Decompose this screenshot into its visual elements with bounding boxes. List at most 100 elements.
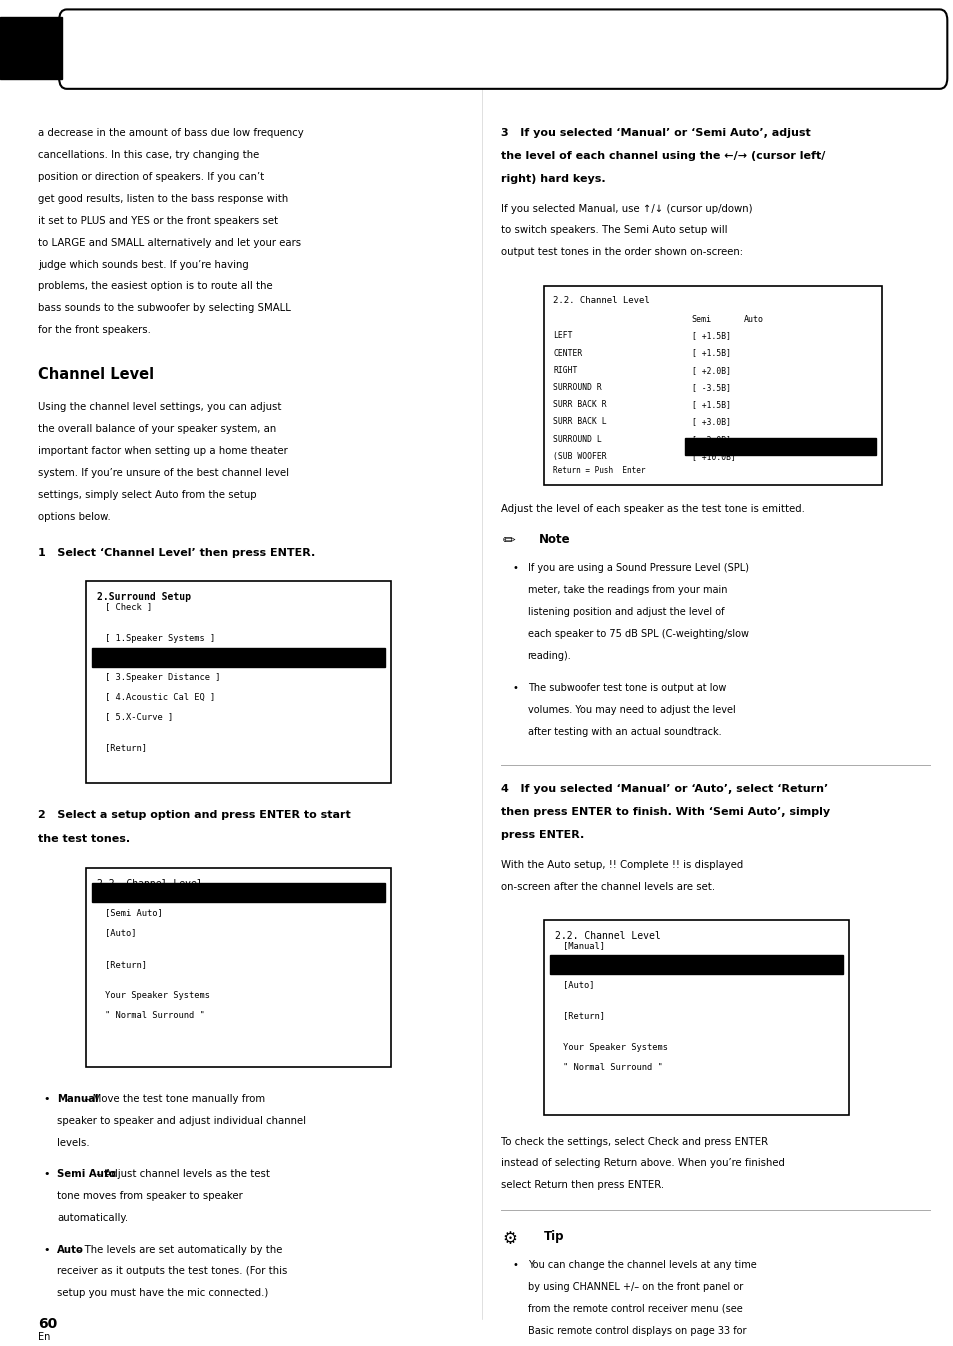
Text: •: • bbox=[512, 1260, 517, 1269]
Text: [ +1.5B]: [ +1.5B] bbox=[691, 349, 730, 358]
Text: You can change the channel levels at any time: You can change the channel levels at any… bbox=[527, 1260, 756, 1269]
Text: SURROUND L: SURROUND L bbox=[553, 435, 601, 444]
Text: CENTER: CENTER bbox=[553, 349, 582, 358]
Text: LEFT: LEFT bbox=[553, 331, 572, 341]
Text: [Semi Auto]: [Semi Auto] bbox=[105, 909, 163, 918]
Text: [Auto]: [Auto] bbox=[562, 980, 594, 989]
FancyBboxPatch shape bbox=[86, 868, 391, 1067]
Text: If you selected Manual, use ↑/↓ (cursor up/down): If you selected Manual, use ↑/↓ (cursor … bbox=[500, 203, 752, 214]
Text: SURROUND R: SURROUND R bbox=[553, 384, 601, 392]
Text: [Auto]: [Auto] bbox=[105, 927, 136, 937]
Text: 4   If you selected ‘Manual’ or ‘Auto’, select ‘Return’: 4 If you selected ‘Manual’ or ‘Auto’, se… bbox=[500, 785, 827, 794]
Text: cancellations. In this case, try changing the: cancellations. In this case, try changin… bbox=[38, 149, 259, 160]
Text: speaker to speaker and adjust individual channel: speaker to speaker and adjust individual… bbox=[57, 1116, 306, 1127]
Text: 2.2. Channel Level: 2.2. Channel Level bbox=[97, 879, 203, 888]
Text: then press ENTER to finish. With ‘Semi Auto’, simply: then press ENTER to finish. With ‘Semi A… bbox=[500, 808, 829, 817]
Text: The Surround Setup menu: The Surround Setup menu bbox=[84, 39, 350, 58]
Text: ►: ► bbox=[93, 653, 98, 662]
Text: [ 1.Speaker Systems ]: [ 1.Speaker Systems ] bbox=[105, 634, 215, 643]
Text: settings, simply select Auto from the setup: settings, simply select Auto from the se… bbox=[38, 490, 256, 501]
Text: Adjust the level of each speaker as the test tone is emitted.: Adjust the level of each speaker as the … bbox=[500, 503, 804, 514]
FancyBboxPatch shape bbox=[543, 285, 882, 485]
Text: [ 2.Channel Level ]: [ 2.Channel Level ] bbox=[105, 653, 205, 662]
Text: get good results, listen to the bass response with: get good results, listen to the bass res… bbox=[38, 194, 288, 203]
Text: receiver as it outputs the test tones. (For this: receiver as it outputs the test tones. (… bbox=[57, 1267, 287, 1276]
Text: [ +10.0B]: [ +10.0B] bbox=[691, 452, 735, 460]
Text: output test tones in the order shown on-screen:: output test tones in the order shown on-… bbox=[500, 248, 742, 257]
Text: 1   Select ‘Channel Level’ then press ENTER.: 1 Select ‘Channel Level’ then press ENTE… bbox=[38, 548, 315, 557]
Text: [Manual]: [Manual] bbox=[562, 941, 604, 950]
Text: tone moves from speaker to speaker: tone moves from speaker to speaker bbox=[57, 1191, 243, 1201]
Text: – Move the test tone manually from: – Move the test tone manually from bbox=[81, 1094, 265, 1104]
Text: volumes. You may need to adjust the level: volumes. You may need to adjust the leve… bbox=[527, 705, 735, 715]
Text: [ -3.5B]: [ -3.5B] bbox=[691, 384, 730, 392]
Text: 60: 60 bbox=[38, 1318, 57, 1331]
Text: right) hard keys.: right) hard keys. bbox=[500, 174, 605, 184]
Text: •: • bbox=[512, 563, 517, 573]
Text: the test tones.: the test tones. bbox=[38, 835, 131, 844]
Text: Manual: Manual bbox=[57, 1094, 99, 1104]
Bar bbox=[91, 647, 385, 666]
Text: for the front speakers.: for the front speakers. bbox=[38, 326, 151, 335]
Text: " Normal Surround ": " Normal Surround " bbox=[562, 1063, 662, 1071]
Text: Your Speaker Systems: Your Speaker Systems bbox=[105, 991, 210, 1000]
Text: ►: ► bbox=[551, 961, 556, 969]
Text: 2.Surround Setup: 2.Surround Setup bbox=[97, 592, 192, 602]
Text: listening position and adjust the level of: listening position and adjust the level … bbox=[527, 607, 723, 616]
Bar bbox=[549, 954, 842, 973]
Text: Using the channel level settings, you can adjust: Using the channel level settings, you ca… bbox=[38, 402, 281, 412]
Text: 07: 07 bbox=[18, 39, 44, 58]
Bar bbox=[0, 17, 62, 79]
Text: If you are using a Sound Pressure Level (SPL): If you are using a Sound Pressure Level … bbox=[527, 563, 748, 573]
Text: [ +1.5B]: [ +1.5B] bbox=[691, 331, 730, 341]
Text: position or direction of speakers. If you can’t: position or direction of speakers. If yo… bbox=[38, 172, 264, 182]
Text: Semi Auto: Semi Auto bbox=[57, 1170, 116, 1179]
Text: [Return]: [Return] bbox=[105, 960, 147, 969]
Text: bass sounds to the subwoofer by selecting SMALL: bass sounds to the subwoofer by selectin… bbox=[38, 303, 291, 314]
Text: on-screen after the channel levels are set.: on-screen after the channel levels are s… bbox=[500, 882, 714, 891]
Text: each speaker to 75 dB SPL (C-weighting/slow: each speaker to 75 dB SPL (C-weighting/s… bbox=[527, 629, 748, 638]
Text: Channel Level: Channel Level bbox=[38, 367, 154, 382]
Text: •: • bbox=[43, 1245, 50, 1254]
Text: " Normal Surround ": " Normal Surround " bbox=[105, 1011, 205, 1020]
Text: The subwoofer test tone is output at low: The subwoofer test tone is output at low bbox=[527, 684, 725, 693]
Text: options below.: options below. bbox=[38, 511, 111, 522]
Text: 3   If you selected ‘Manual’ or ‘Semi Auto’, adjust: 3 If you selected ‘Manual’ or ‘Semi Auto… bbox=[500, 128, 810, 137]
Text: (SUB WOOFER: (SUB WOOFER bbox=[553, 452, 606, 460]
FancyBboxPatch shape bbox=[86, 581, 391, 783]
Text: Note: Note bbox=[538, 533, 570, 546]
Text: judge which sounds best. If you’re having: judge which sounds best. If you’re havin… bbox=[38, 260, 249, 269]
Text: RIGHT: RIGHT bbox=[553, 366, 578, 374]
Bar bbox=[684, 439, 875, 455]
Text: [ +2.0B]: [ +2.0B] bbox=[691, 366, 730, 374]
Text: [ 3.Speaker Distance ]: [ 3.Speaker Distance ] bbox=[105, 673, 220, 682]
Text: 2.2. Channel Level: 2.2. Channel Level bbox=[555, 930, 660, 941]
Text: ⚙: ⚙ bbox=[502, 1230, 517, 1248]
Text: SURR BACK L: SURR BACK L bbox=[553, 417, 606, 427]
Text: select Return then press ENTER.: select Return then press ENTER. bbox=[500, 1180, 663, 1190]
Text: ✏: ✏ bbox=[502, 533, 515, 548]
Text: the overall balance of your speaker system, an: the overall balance of your speaker syst… bbox=[38, 424, 276, 435]
Text: ►: ► bbox=[93, 888, 98, 898]
Text: meter, take the readings from your main: meter, take the readings from your main bbox=[527, 584, 726, 595]
Text: •: • bbox=[43, 1170, 50, 1179]
Text: Your Speaker Systems: Your Speaker Systems bbox=[562, 1043, 667, 1053]
Text: [ 4.Acoustic Cal EQ ]: [ 4.Acoustic Cal EQ ] bbox=[105, 692, 215, 701]
Text: Auto: Auto bbox=[743, 315, 763, 324]
Text: press ENTER.: press ENTER. bbox=[500, 830, 583, 840]
Text: levels.: levels. bbox=[57, 1137, 90, 1148]
Text: [Return]: [Return] bbox=[562, 1012, 604, 1020]
Text: Auto: Auto bbox=[57, 1245, 84, 1254]
Text: Basic remote control displays on page 33 for: Basic remote control displays on page 33… bbox=[527, 1326, 745, 1335]
Text: 2.2. Channel Level: 2.2. Channel Level bbox=[553, 296, 649, 306]
Text: after testing with an actual soundtrack.: after testing with an actual soundtrack. bbox=[527, 727, 720, 738]
Text: a decrease in the amount of bass due low frequency: a decrease in the amount of bass due low… bbox=[38, 128, 304, 137]
Text: – The levels are set automatically by the: – The levels are set automatically by th… bbox=[73, 1245, 282, 1254]
Text: 2   Select a setup option and press ENTER to start: 2 Select a setup option and press ENTER … bbox=[38, 810, 351, 820]
Text: [ +10.0B]: [ +10.0B] bbox=[691, 443, 735, 452]
Text: by using CHANNEL +/– on the front panel or: by using CHANNEL +/– on the front panel … bbox=[527, 1281, 742, 1292]
Text: •: • bbox=[43, 1094, 50, 1104]
Text: to switch speakers. The Semi Auto setup will: to switch speakers. The Semi Auto setup … bbox=[500, 226, 726, 236]
Text: SURR BACK R: SURR BACK R bbox=[553, 400, 606, 409]
Text: system. If you’re unsure of the best channel level: system. If you’re unsure of the best cha… bbox=[38, 468, 289, 478]
